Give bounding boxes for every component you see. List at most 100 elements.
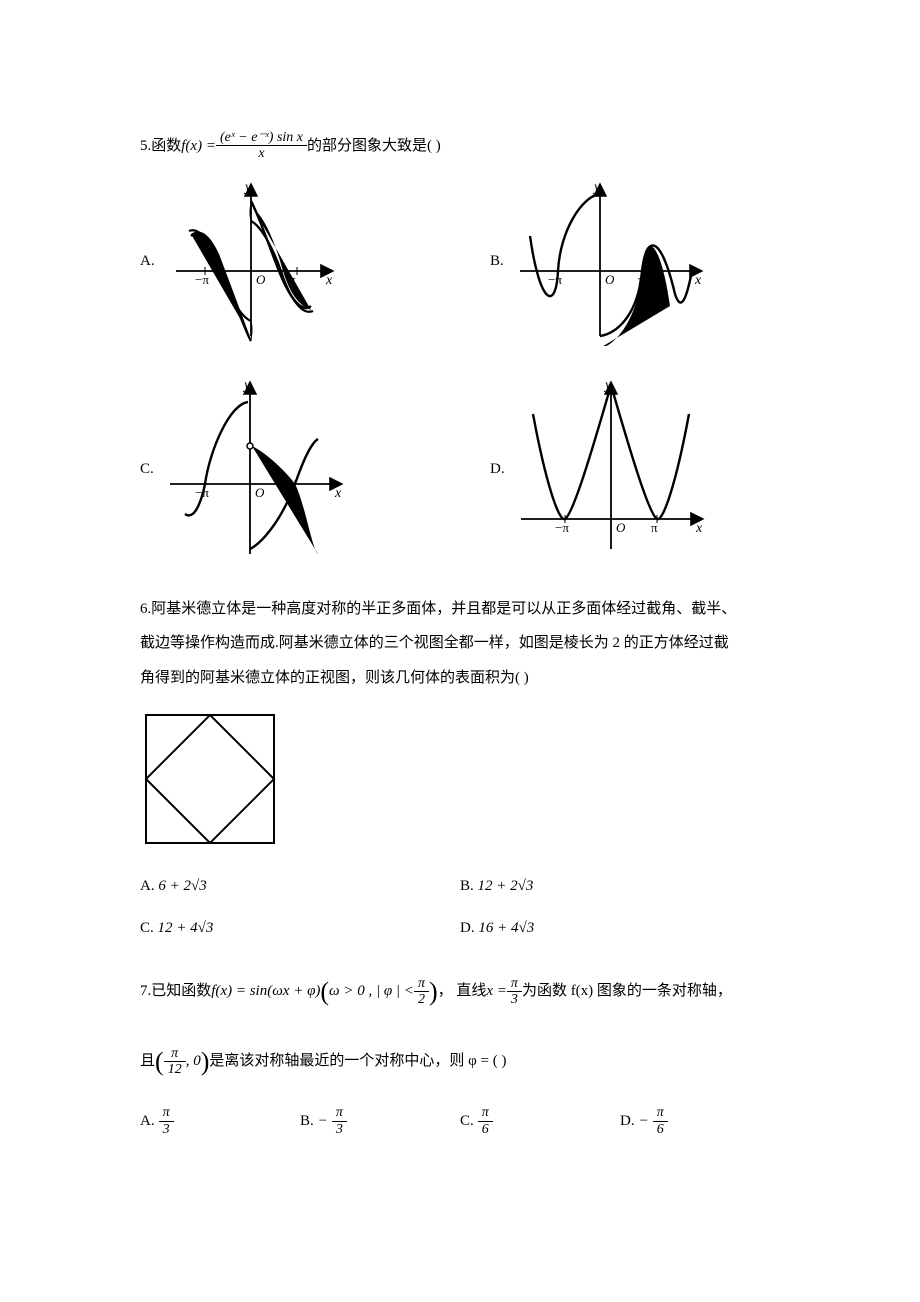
q7-C-frac: π 6: [478, 1105, 493, 1137]
q7-line2-post: 是离该对称轴最近的一个对称中心，则 φ = ( ): [209, 1044, 506, 1079]
q6-A-label: A.: [140, 878, 155, 894]
q5-graph-B: y x O −π π: [510, 176, 710, 346]
q7-D-neg: −: [639, 1110, 649, 1133]
svg-text:O: O: [256, 272, 266, 287]
q5-stem: 5. 函数 f(x) = (eˣ − e⁻ˣ) sin x x 的部分图象大致是…: [140, 130, 780, 162]
q5-graph-D: y x O −π π: [511, 374, 711, 564]
q7-choice-C[interactable]: C. π 6: [460, 1105, 620, 1137]
q7-choice-D[interactable]: D. − π 6: [620, 1105, 780, 1137]
svg-text:x: x: [694, 273, 702, 288]
q7-xeq-den: 3: [507, 992, 522, 1007]
svg-text:O: O: [255, 485, 265, 500]
q5-choice-C[interactable]: C. y x O −π π: [140, 374, 430, 564]
q7-C-den: 6: [478, 1122, 493, 1137]
q7-point-paren-open: (: [155, 1032, 164, 1092]
q6-C-label: C.: [140, 920, 154, 936]
q7-cond-frac: π 2: [414, 976, 429, 1008]
q7-stem-line1: 7. 已知函数 f(x) = sin(ωx + φ) ( ω > 0 , | φ…: [140, 962, 780, 1022]
q6-B-label: B.: [460, 878, 474, 894]
q7-cond1: ω > 0 , | φ | <: [329, 974, 414, 1009]
q7-number: 7.: [140, 974, 151, 1009]
q7-A-frac: π 3: [159, 1105, 174, 1137]
q7-big-paren-open: (: [320, 962, 329, 1022]
q7-mid: ， 直线: [438, 974, 487, 1009]
q7-D-den: 6: [653, 1122, 668, 1137]
q7-C-label: C.: [460, 1110, 474, 1133]
q7-choice-A[interactable]: A. π 3: [140, 1105, 300, 1137]
q7-fx: f(x) = sin(ωx + φ): [211, 974, 320, 1009]
q6-A-expr: 6 + 2√3: [158, 878, 206, 894]
svg-text:x: x: [325, 273, 333, 288]
q7-pre: 已知函数: [151, 974, 211, 1009]
svg-text:O: O: [605, 272, 615, 287]
q7-point-zero: , 0: [186, 1044, 201, 1079]
svg-text:y: y: [242, 378, 251, 393]
q6-choices: A. 6 + 2√3 B. 12 + 2√3 C. 12 + 4√3 D. 16…: [140, 875, 780, 940]
q7-B-den: 3: [332, 1122, 347, 1137]
q7-B-neg: −: [318, 1110, 328, 1133]
q6-line2: 截边等操作构造而成.阿基米德立体的三个视图全都一样，如图是棱长为 2 的正方体经…: [140, 635, 729, 651]
q7-choice-B[interactable]: B. − π 3: [300, 1105, 460, 1137]
q6-D-expr: 16 + 4√3: [478, 920, 534, 936]
q6-choice-C[interactable]: C. 12 + 4√3: [140, 917, 460, 940]
q7-B-label: B.: [300, 1110, 314, 1133]
svg-text:y: y: [603, 378, 612, 393]
q7-mid2: 为函数 f(x) 图象的一条对称轴，: [522, 974, 732, 1009]
q7-C-num: π: [478, 1105, 493, 1121]
q7-cond-frac-den: 2: [414, 992, 429, 1007]
q5-choice-B[interactable]: B. y x O −π π: [490, 176, 780, 346]
q7-xeq-num: π: [507, 976, 522, 992]
svg-text:y: y: [592, 180, 601, 195]
q7-point-paren-close: ): [201, 1032, 210, 1092]
q7-A-den: 3: [159, 1122, 174, 1137]
q5-A-label: A.: [140, 250, 155, 273]
q7-point-den: 12: [164, 1062, 186, 1077]
q6-C-expr: 12 + 4√3: [158, 920, 214, 936]
q5-graph-C: y x O −π π: [160, 374, 350, 564]
q7-choices: A. π 3 B. − π 3 C. π 6 D. − π 6: [140, 1105, 780, 1137]
q7-D-num: π: [653, 1105, 668, 1121]
q7-B-frac: π 3: [332, 1105, 347, 1137]
q5-choice-A[interactable]: A. y x O −π π: [140, 176, 430, 346]
q7-line2-pre: 且: [140, 1044, 155, 1079]
q7-cond-frac-num: π: [414, 976, 429, 992]
svg-text:x: x: [334, 486, 342, 501]
q5-post: 的部分图象大致是( ): [307, 135, 441, 158]
q6-choice-D[interactable]: D. 16 + 4√3: [460, 917, 780, 940]
svg-text:−π: −π: [555, 520, 569, 535]
q7-xeq-frac: π 3: [507, 976, 522, 1008]
q5-fraction: (eˣ − e⁻ˣ) sin x x: [216, 130, 307, 162]
q7-A-num: π: [159, 1105, 174, 1121]
q5-choice-D[interactable]: D. y x O −π π: [490, 374, 780, 564]
q6-line3: 角得到的阿基米德立体的正视图，则该几何体的表面积为( ): [140, 670, 529, 686]
q5-graph-A: y x O −π π: [161, 176, 341, 346]
q6-B-expr: 12 + 2√3: [478, 878, 534, 894]
q7-stem-line2: 且 ( π 12 , 0 ) 是离该对称轴最近的一个对称中心，则 φ = ( ): [140, 1032, 780, 1092]
q7-B-num: π: [332, 1105, 347, 1121]
q6-number: 6.: [140, 601, 151, 617]
q5-pre: 函数: [151, 135, 181, 158]
q6-figure-svg: [140, 709, 280, 849]
svg-text:−π: −π: [195, 272, 209, 287]
q6-figure: [140, 709, 780, 857]
q5-fx: f(x) =: [181, 135, 216, 158]
q5-frac-den: x: [216, 146, 307, 161]
q5-B-label: B.: [490, 250, 504, 273]
q5-frac-num: (eˣ − e⁻ˣ) sin x: [216, 130, 307, 146]
svg-text:y: y: [243, 180, 252, 195]
q7-point-frac: π 12: [164, 1046, 186, 1078]
q7-xeq-lhs: x =: [486, 974, 507, 1009]
svg-text:O: O: [616, 520, 626, 535]
q5-C-label: C.: [140, 458, 154, 481]
q6-choice-B[interactable]: B. 12 + 2√3: [460, 875, 780, 898]
q5-choices: A. y x O −π π B. y x: [140, 176, 780, 564]
q7-D-frac: π 6: [653, 1105, 668, 1137]
q7-D-label: D.: [620, 1110, 635, 1133]
q6-line1: 阿基米德立体是一种高度对称的半正多面体，并且都是可以从正多面体经过截角、截半、: [151, 601, 736, 617]
q7-A-label: A.: [140, 1110, 155, 1133]
q5-number: 5.: [140, 135, 151, 158]
q7-big-paren-close: ): [429, 962, 438, 1022]
q5-D-label: D.: [490, 458, 505, 481]
q6-choice-A[interactable]: A. 6 + 2√3: [140, 875, 460, 898]
q6-stem: 6.阿基米德立体是一种高度对称的半正多面体，并且都是可以从正多面体经过截角、截半…: [140, 592, 780, 696]
